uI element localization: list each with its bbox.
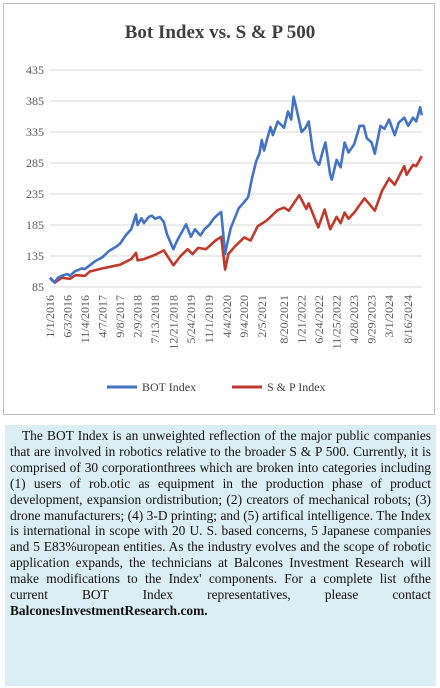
y-tick-label: 85 [32,280,44,294]
x-tick-label: 4/4/2020 [220,295,234,338]
description-text: The BOT Index is an unweighted reflectio… [10,428,431,619]
chart-container: Bot Index vs. S & P 500 85 135 185 235 285 33… [3,3,435,415]
x-tick-label: 6/3/2016 [61,295,75,338]
description-panel: The BOT Index is an unweighted reflectio… [5,425,436,686]
x-tick-label: 3/1/2024 [382,295,396,338]
y-axis-tick-labels: 85 135 185 235 285 335 385 435 [26,63,44,294]
x-tick-label: 8/20/2021 [277,295,291,344]
x-tick-label: 7/13/2018 [148,295,162,344]
website-link[interactable]: BalconesInvestmentResearch.com. [10,602,208,618]
legend-label: BOT Index [142,380,196,394]
y-tick-label: 235 [26,187,44,201]
x-tick-label: 4/7/2017 [96,295,110,338]
x-tick-label: 1/1/2016 [43,295,57,338]
y-tick-label: 385 [26,94,44,108]
x-tick-label: 9/8/2017 [113,295,127,338]
x-tick-label: 11/1/2019 [202,295,216,343]
x-tick-label: 1/21/2022 [295,295,309,344]
y-tick-label: 285 [26,156,44,170]
y-tick-label: 435 [26,63,44,77]
x-tick-label: 6/24/2022 [312,295,326,344]
x-tick-label: 11/25/2022 [330,295,344,349]
legend: BOT Index S & P Index [107,380,326,394]
line-chart: 85 135 185 235 285 335 385 435 1/1/2016 6/3/2016… [26,63,424,394]
series-line-s-p-index [49,155,423,284]
y-tick-label: 185 [26,218,44,232]
x-tick-label: 2/5/2021 [255,295,269,338]
x-tick-label: 4/28/2023 [347,295,361,344]
series-lines [48,95,424,284]
y-tick-label: 335 [26,125,44,139]
x-tick-label: 9/29/2023 [365,295,379,344]
legend-label: S & P Index [267,380,326,394]
x-tick-label: 9/4/2020 [237,295,251,338]
x-tick-label: 12/21/2018 [166,295,180,350]
x-tick-label: 11/4/2016 [78,295,92,343]
gridlines [50,69,422,288]
description-body: The BOT Index is an unweighted reflectio… [10,428,431,603]
chart-title: Bot Index vs. S & P 500 [124,22,316,43]
x-axis-tick-labels: 1/1/2016 6/3/2016 11/4/2016 4/7/2017 9/8/201… [43,295,415,350]
x-tick-label: 8/16/2024 [401,295,415,344]
x-tick-label: 5/24/2019 [184,295,198,344]
series-line-bot-index [48,95,424,284]
y-tick-label: 135 [26,249,44,263]
x-tick-label: 2/9/2018 [131,295,145,338]
